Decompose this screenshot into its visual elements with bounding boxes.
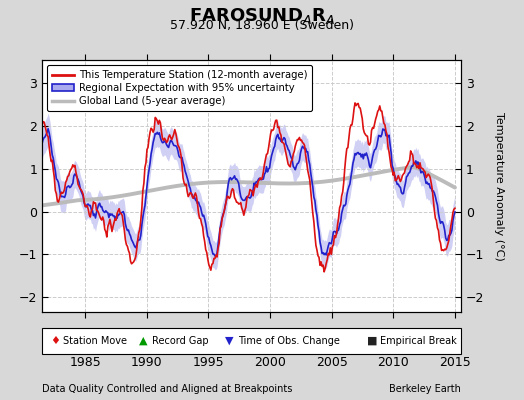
Text: 57.920 N, 18.960 E (Sweden): 57.920 N, 18.960 E (Sweden) <box>170 19 354 32</box>
Text: Empirical Break: Empirical Break <box>380 336 456 346</box>
Text: FAROSUND$_A$R$_A$: FAROSUND$_A$R$_A$ <box>189 6 335 26</box>
Legend: This Temperature Station (12-month average), Regional Expectation with 95% uncer: This Temperature Station (12-month avera… <box>47 65 312 111</box>
Text: Time of Obs. Change: Time of Obs. Change <box>238 336 340 346</box>
Text: 1995: 1995 <box>192 356 224 370</box>
Y-axis label: Temperature Anomaly (°C): Temperature Anomaly (°C) <box>494 112 504 260</box>
Text: 2015: 2015 <box>439 356 471 370</box>
Text: Record Gap: Record Gap <box>152 336 209 346</box>
Text: 2010: 2010 <box>377 356 409 370</box>
Text: ■: ■ <box>367 336 377 346</box>
Text: 2005: 2005 <box>316 356 347 370</box>
Text: 1990: 1990 <box>131 356 162 370</box>
Text: ♦: ♦ <box>50 336 60 346</box>
Text: Berkeley Earth: Berkeley Earth <box>389 384 461 394</box>
Text: Data Quality Controlled and Aligned at Breakpoints: Data Quality Controlled and Aligned at B… <box>42 384 292 394</box>
Text: 1985: 1985 <box>69 356 101 370</box>
Text: 2000: 2000 <box>254 356 286 370</box>
Text: ▼: ▼ <box>225 336 234 346</box>
Text: Station Move: Station Move <box>63 336 127 346</box>
Text: ▲: ▲ <box>139 336 147 346</box>
